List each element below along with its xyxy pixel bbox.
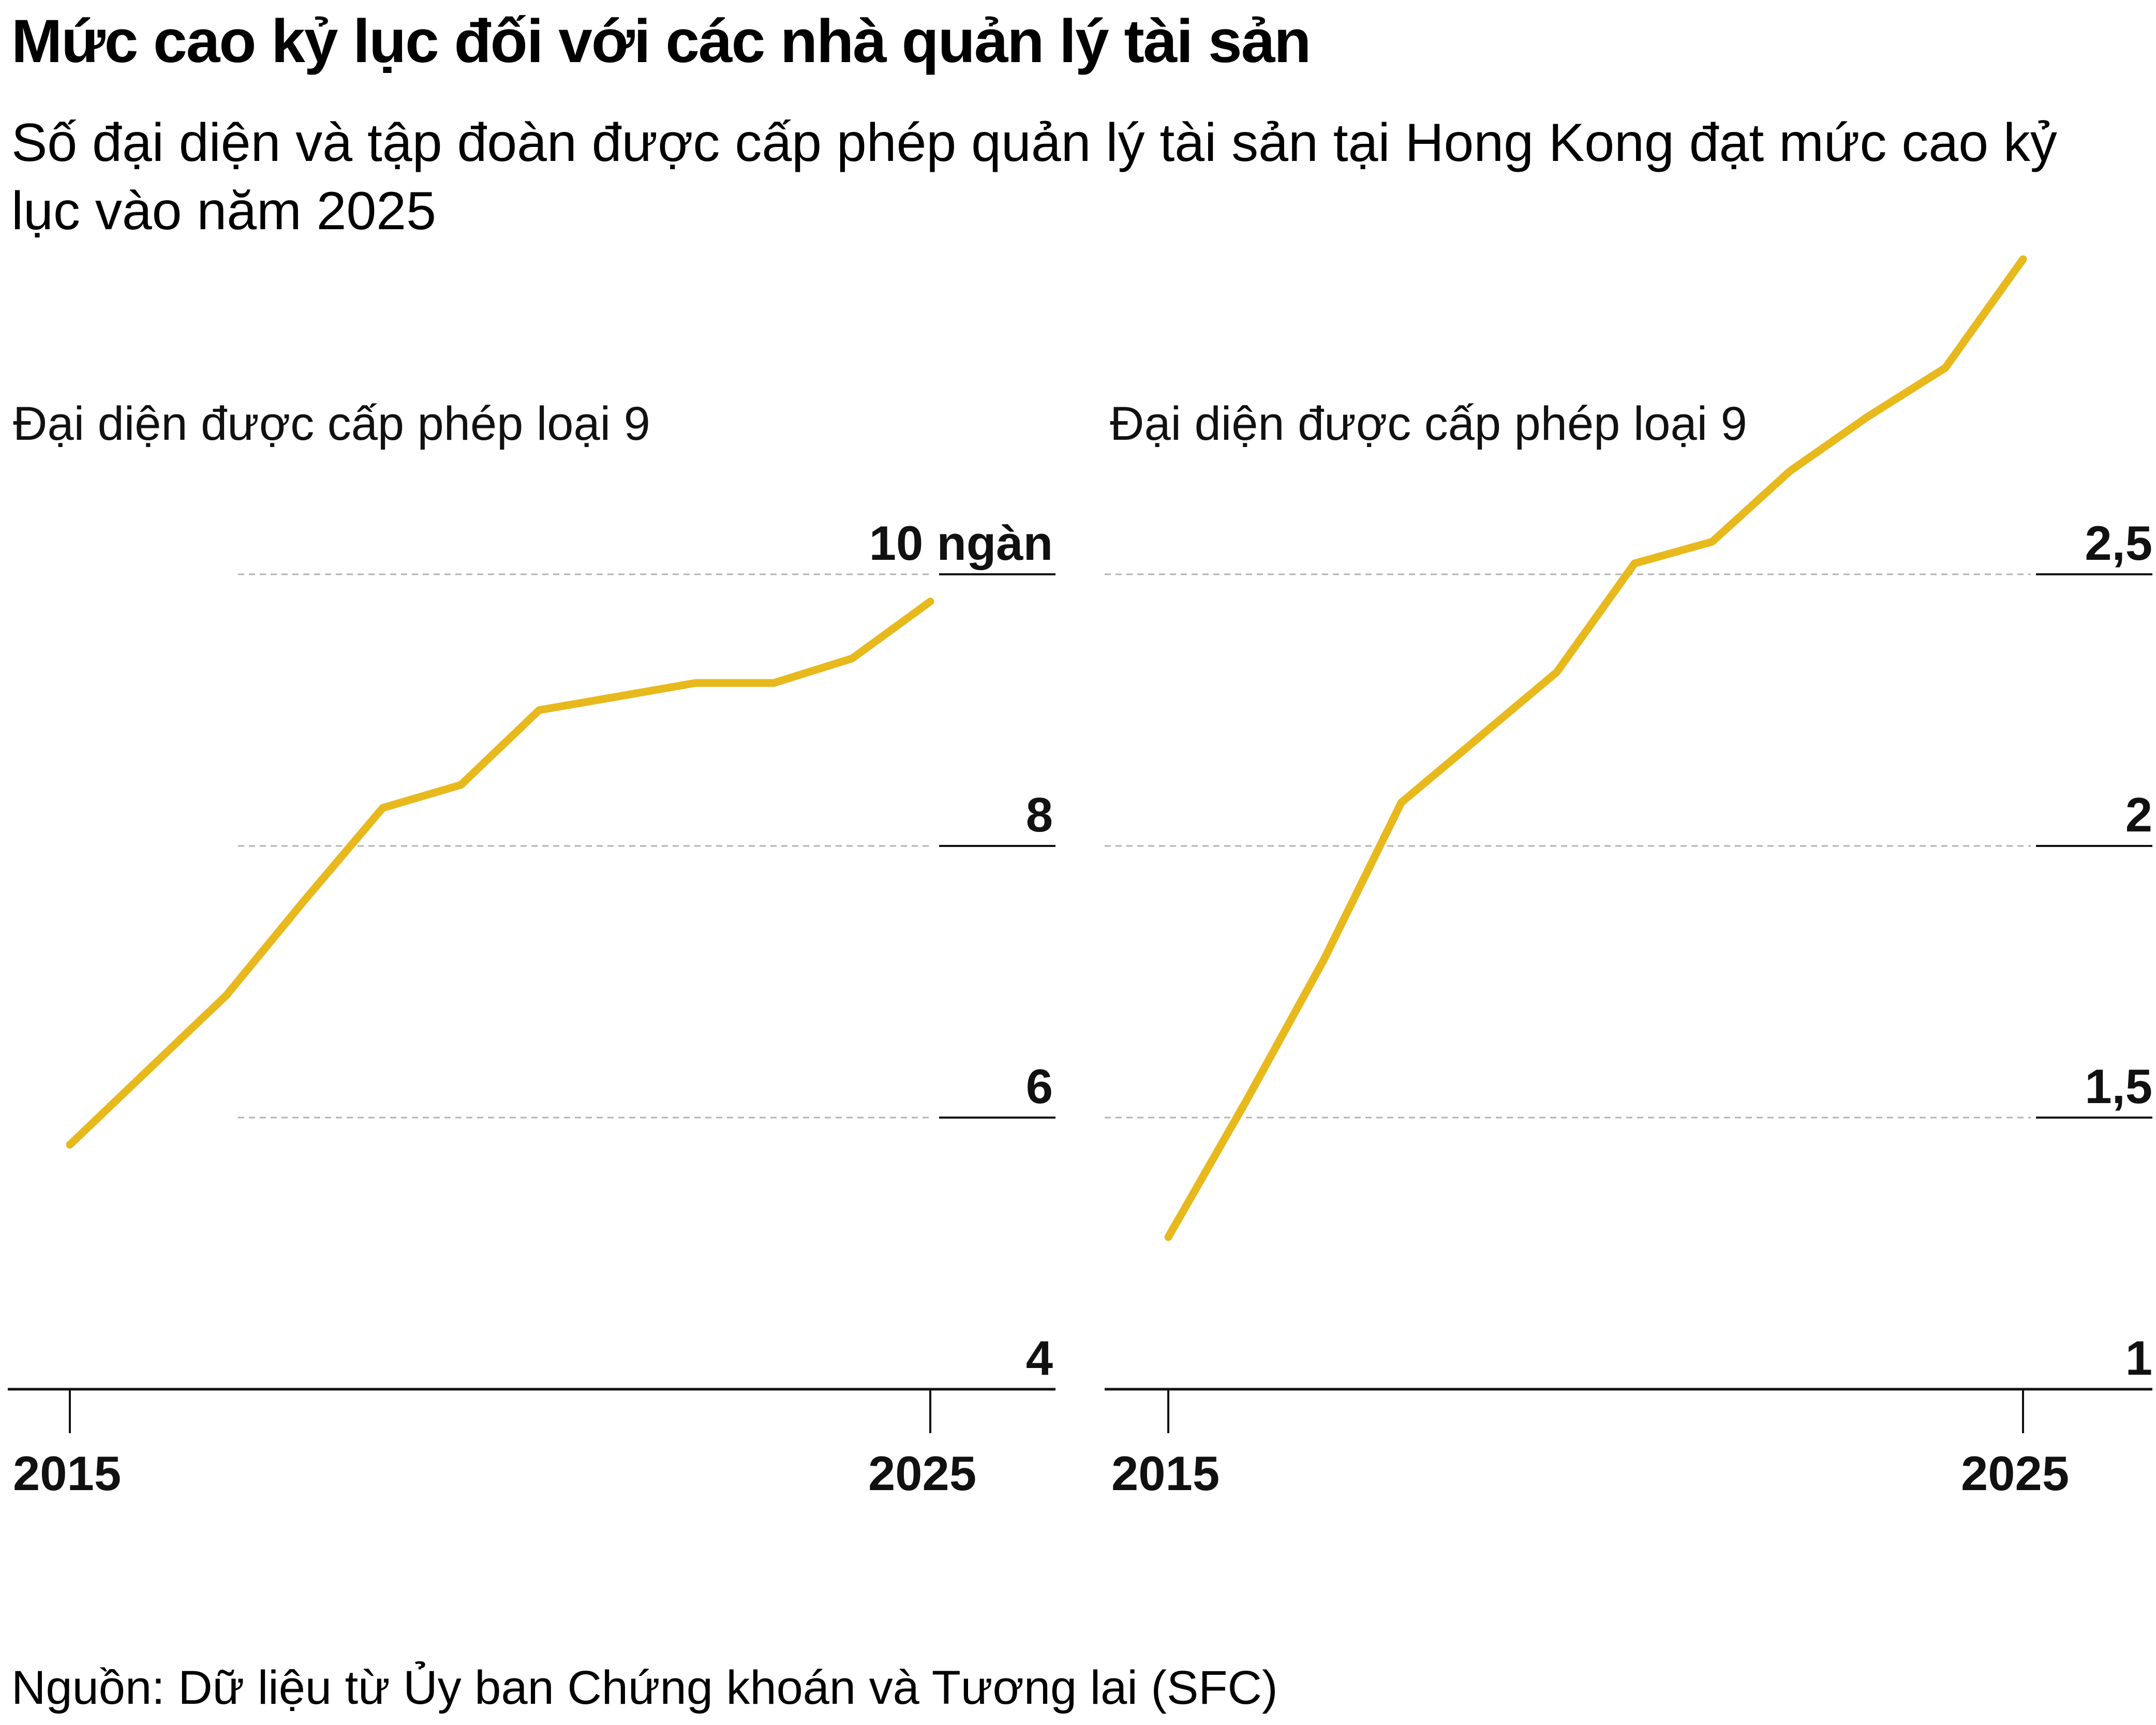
y-tick-label: 1	[2125, 1331, 2152, 1385]
x-tick-label: 2025	[868, 1446, 976, 1500]
y-tick-label: 10 ngàn	[869, 516, 1053, 570]
chart-subtitle: Số đại diện và tập đoàn được cấp phép qu…	[11, 113, 2057, 241]
panel-left: Đại diện được cấp phép loại 9 4 6 8 10 ngàn 2…	[8, 397, 1055, 1500]
y-tick-label: 2,5	[2085, 516, 2152, 570]
x-tick-label: 2015	[1111, 1446, 1220, 1500]
y-tick-label: 6	[1026, 1059, 1053, 1113]
x-tick-label: 2015	[13, 1446, 121, 1500]
panel-title: Đại diện được cấp phép loại 9	[13, 397, 650, 450]
series-line	[66, 598, 934, 1149]
y-tick-label: 1,5	[2085, 1059, 2152, 1113]
source-note: Nguồn: Dữ liệu từ Ủy ban Chứng khoán và …	[11, 1661, 1278, 1714]
x-tick-label: 2025	[1961, 1446, 2069, 1500]
y-tick-label: 4	[1026, 1331, 1053, 1385]
series-line	[1164, 255, 2027, 1241]
chart-title: Mức cao kỷ lục đối với các nhà quản lý t…	[11, 7, 1311, 76]
panel-title: Đại diện được cấp phép loại 9	[1110, 397, 1747, 450]
y-tick-label: 8	[1026, 787, 1053, 842]
panel-right: Đại diện được cấp phép loại 9 1 1,5 2 2,5 201…	[1105, 255, 2152, 1500]
y-tick-label: 2	[2125, 787, 2152, 842]
